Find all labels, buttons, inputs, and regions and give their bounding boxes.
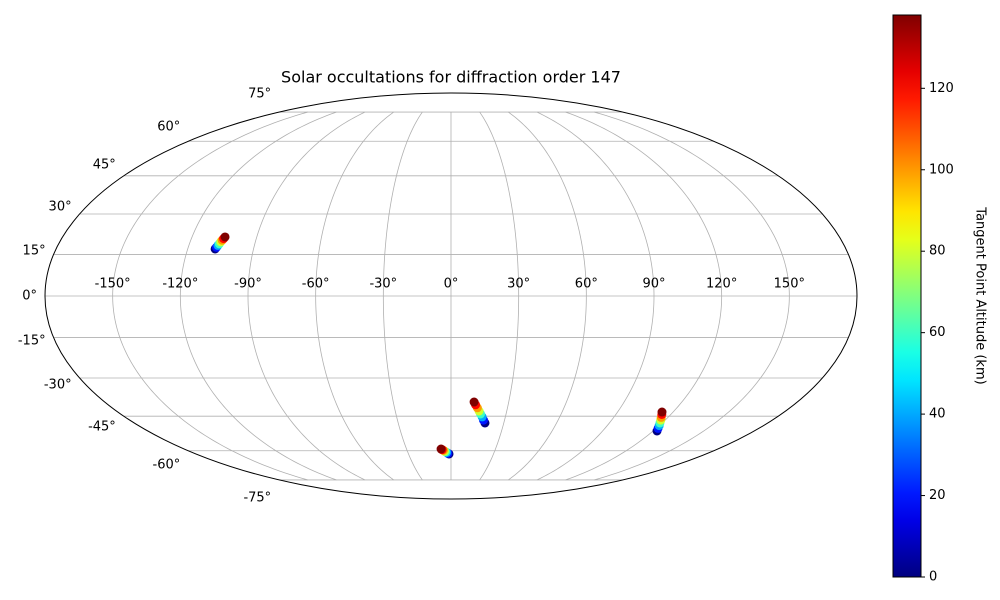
grid-line bbox=[112, 111, 308, 481]
y-tick-label: 45° bbox=[93, 158, 116, 173]
colorbar-tick-label: 100 bbox=[929, 162, 954, 177]
x-tick-label: 60° bbox=[575, 277, 598, 292]
grid-line bbox=[508, 111, 587, 481]
y-tick-label: 15° bbox=[23, 243, 46, 258]
y-tick-label: -75° bbox=[243, 490, 271, 505]
y-tick-label: 30° bbox=[49, 199, 72, 214]
grid-line bbox=[536, 111, 655, 481]
y-tick-label: 75° bbox=[248, 87, 271, 102]
y-tick-label: -30° bbox=[44, 378, 72, 393]
x-tick-label: -60° bbox=[302, 277, 330, 292]
colorbar-tick-label: 60 bbox=[929, 325, 946, 340]
colorbar-tick-label: 20 bbox=[929, 488, 946, 503]
x-tick-label: 30° bbox=[507, 277, 530, 292]
y-tick-label: -45° bbox=[88, 419, 116, 434]
y-tick-label: 60° bbox=[157, 119, 180, 134]
grid-line bbox=[594, 111, 790, 481]
grid-line bbox=[179, 111, 337, 481]
x-tick-label: -120° bbox=[162, 277, 198, 292]
colorbar-label: Tangent Point Altitude (km) bbox=[973, 206, 988, 384]
grid-line bbox=[479, 111, 520, 481]
colorbar bbox=[892, 14, 922, 578]
grid-line bbox=[247, 111, 366, 481]
data-point bbox=[436, 444, 446, 454]
data-point bbox=[220, 232, 230, 242]
chart-title: Solar occultations for diffraction order… bbox=[281, 68, 621, 87]
x-tick-label: -90° bbox=[234, 277, 262, 292]
map-outline bbox=[44, 92, 858, 500]
x-tick-label: -150° bbox=[95, 277, 131, 292]
colorbar-tick-label: 120 bbox=[929, 81, 954, 96]
y-tick-label: -15° bbox=[18, 334, 46, 349]
x-tick-label: 0° bbox=[444, 277, 459, 292]
data-point bbox=[469, 397, 479, 407]
data-point bbox=[657, 407, 667, 417]
x-tick-label: 90° bbox=[642, 277, 665, 292]
grid-line bbox=[382, 111, 423, 481]
grid-line bbox=[315, 111, 394, 481]
colorbar-tick-label: 0 bbox=[929, 570, 937, 585]
colorbar-tick-label: 40 bbox=[929, 407, 946, 422]
x-tick-label: -30° bbox=[369, 277, 397, 292]
y-tick-label: -60° bbox=[153, 458, 181, 473]
colorbar-tick-label: 80 bbox=[929, 244, 946, 259]
x-tick-label: 120° bbox=[706, 277, 737, 292]
y-tick-label: 0° bbox=[22, 289, 37, 304]
x-tick-label: 150° bbox=[774, 277, 805, 292]
